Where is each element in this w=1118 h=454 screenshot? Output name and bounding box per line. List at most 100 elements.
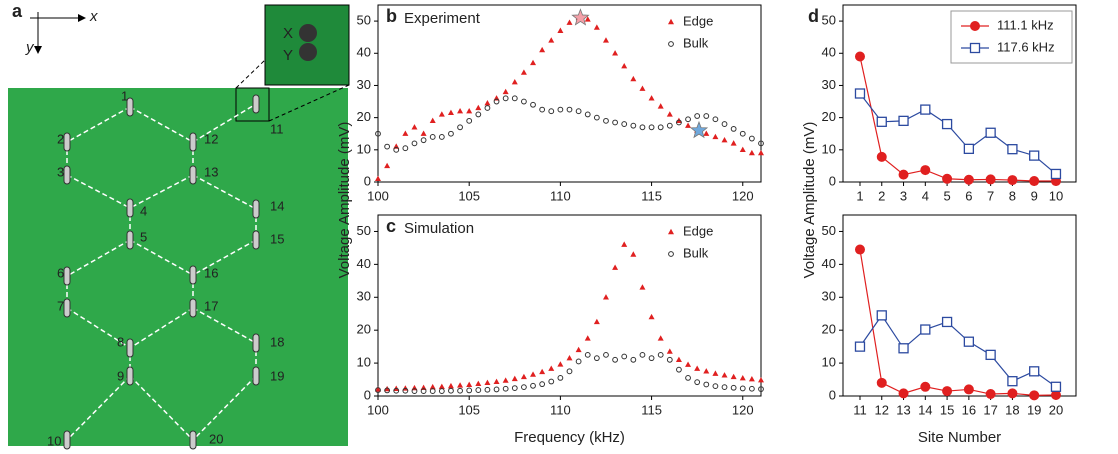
marker xyxy=(475,104,482,111)
marker xyxy=(603,117,609,124)
marker xyxy=(1050,168,1062,180)
site-label: 19 xyxy=(270,368,284,383)
x-tick-label: 4 xyxy=(922,188,929,203)
marker xyxy=(703,381,710,388)
marker xyxy=(457,387,463,394)
marker xyxy=(758,377,764,383)
y-tick-label: 20 xyxy=(822,322,836,337)
marker xyxy=(602,294,609,300)
marker xyxy=(621,62,628,69)
y-tick-label: 10 xyxy=(357,141,371,156)
marker xyxy=(530,101,536,108)
marker xyxy=(639,351,646,358)
site-label: 5 xyxy=(140,229,147,244)
marker xyxy=(466,108,473,114)
site-post xyxy=(63,298,71,318)
marker xyxy=(539,381,546,388)
marker xyxy=(375,175,381,181)
marker xyxy=(448,387,454,394)
site-label: 12 xyxy=(204,131,218,146)
marker xyxy=(584,335,591,341)
lattice-link xyxy=(66,239,131,277)
x-tick-label: 7 xyxy=(987,188,994,203)
marker xyxy=(676,366,682,373)
marker xyxy=(475,111,482,118)
y-tick-label: 0 xyxy=(364,173,371,188)
marker xyxy=(566,19,573,25)
x-tick-label: 2 xyxy=(878,188,885,203)
lattice-link xyxy=(66,375,131,441)
x-tick-label: 3 xyxy=(900,188,907,203)
marker xyxy=(666,348,673,354)
marker xyxy=(985,127,996,138)
marker xyxy=(739,385,746,392)
arrow-head xyxy=(34,46,42,54)
marker xyxy=(985,349,996,361)
site-post xyxy=(252,230,260,250)
y-tick-label: 10 xyxy=(822,355,836,370)
x-axis-label: Site Number xyxy=(918,429,1001,446)
marker xyxy=(420,130,427,136)
marker xyxy=(402,387,409,394)
marker xyxy=(584,111,591,118)
marker xyxy=(694,365,701,371)
y-tick-label: 40 xyxy=(822,45,836,60)
marker xyxy=(375,130,381,137)
zoom-box xyxy=(235,87,270,122)
x-tick-label: 20 xyxy=(1049,402,1063,417)
marker xyxy=(621,241,628,247)
series-line xyxy=(859,93,1057,175)
marker xyxy=(703,113,710,119)
x-tick-label: 120 xyxy=(732,188,754,203)
marker xyxy=(898,115,909,127)
marker xyxy=(429,383,436,390)
marker xyxy=(854,88,866,99)
marker xyxy=(739,130,746,137)
marker xyxy=(876,116,887,127)
y-tick-label: 50 xyxy=(822,223,836,238)
site-post xyxy=(126,366,134,386)
marker xyxy=(466,387,473,394)
site-post xyxy=(189,430,197,450)
marker xyxy=(730,140,737,146)
marker xyxy=(876,377,887,388)
marker xyxy=(648,124,655,131)
x-tick-label: 120 xyxy=(732,402,754,417)
marker xyxy=(493,378,500,385)
y-tick-label: 50 xyxy=(357,223,371,238)
marker xyxy=(438,388,445,394)
lattice-link xyxy=(192,307,257,344)
x-tick-label: 13 xyxy=(896,402,910,417)
marker xyxy=(739,375,746,381)
marker xyxy=(502,385,509,392)
marker xyxy=(584,16,591,22)
marker xyxy=(557,106,564,113)
marker xyxy=(648,95,655,101)
lattice-link xyxy=(66,174,131,209)
axis-name: x xyxy=(89,8,98,25)
y-tick-label: 20 xyxy=(357,322,371,337)
marker xyxy=(384,162,391,169)
site-post xyxy=(189,132,197,152)
series-line xyxy=(859,314,1057,388)
marker xyxy=(630,122,637,129)
y-tick-label: 0 xyxy=(829,173,836,188)
marker xyxy=(748,149,755,156)
site-post xyxy=(63,430,71,450)
marker xyxy=(721,384,728,391)
marker xyxy=(1050,381,1062,392)
x-tick-label: 14 xyxy=(918,402,932,417)
lattice-link xyxy=(66,307,131,349)
x-tick-label: 18 xyxy=(1005,402,1019,417)
marker xyxy=(941,316,953,328)
marker xyxy=(375,386,381,392)
y-tick-label: 40 xyxy=(357,256,371,271)
plot-frame xyxy=(377,214,762,397)
marker xyxy=(666,122,673,129)
marker xyxy=(530,371,537,377)
marker xyxy=(475,387,482,393)
marker xyxy=(402,130,409,136)
star-marker xyxy=(571,8,590,26)
star-marker xyxy=(689,120,709,139)
